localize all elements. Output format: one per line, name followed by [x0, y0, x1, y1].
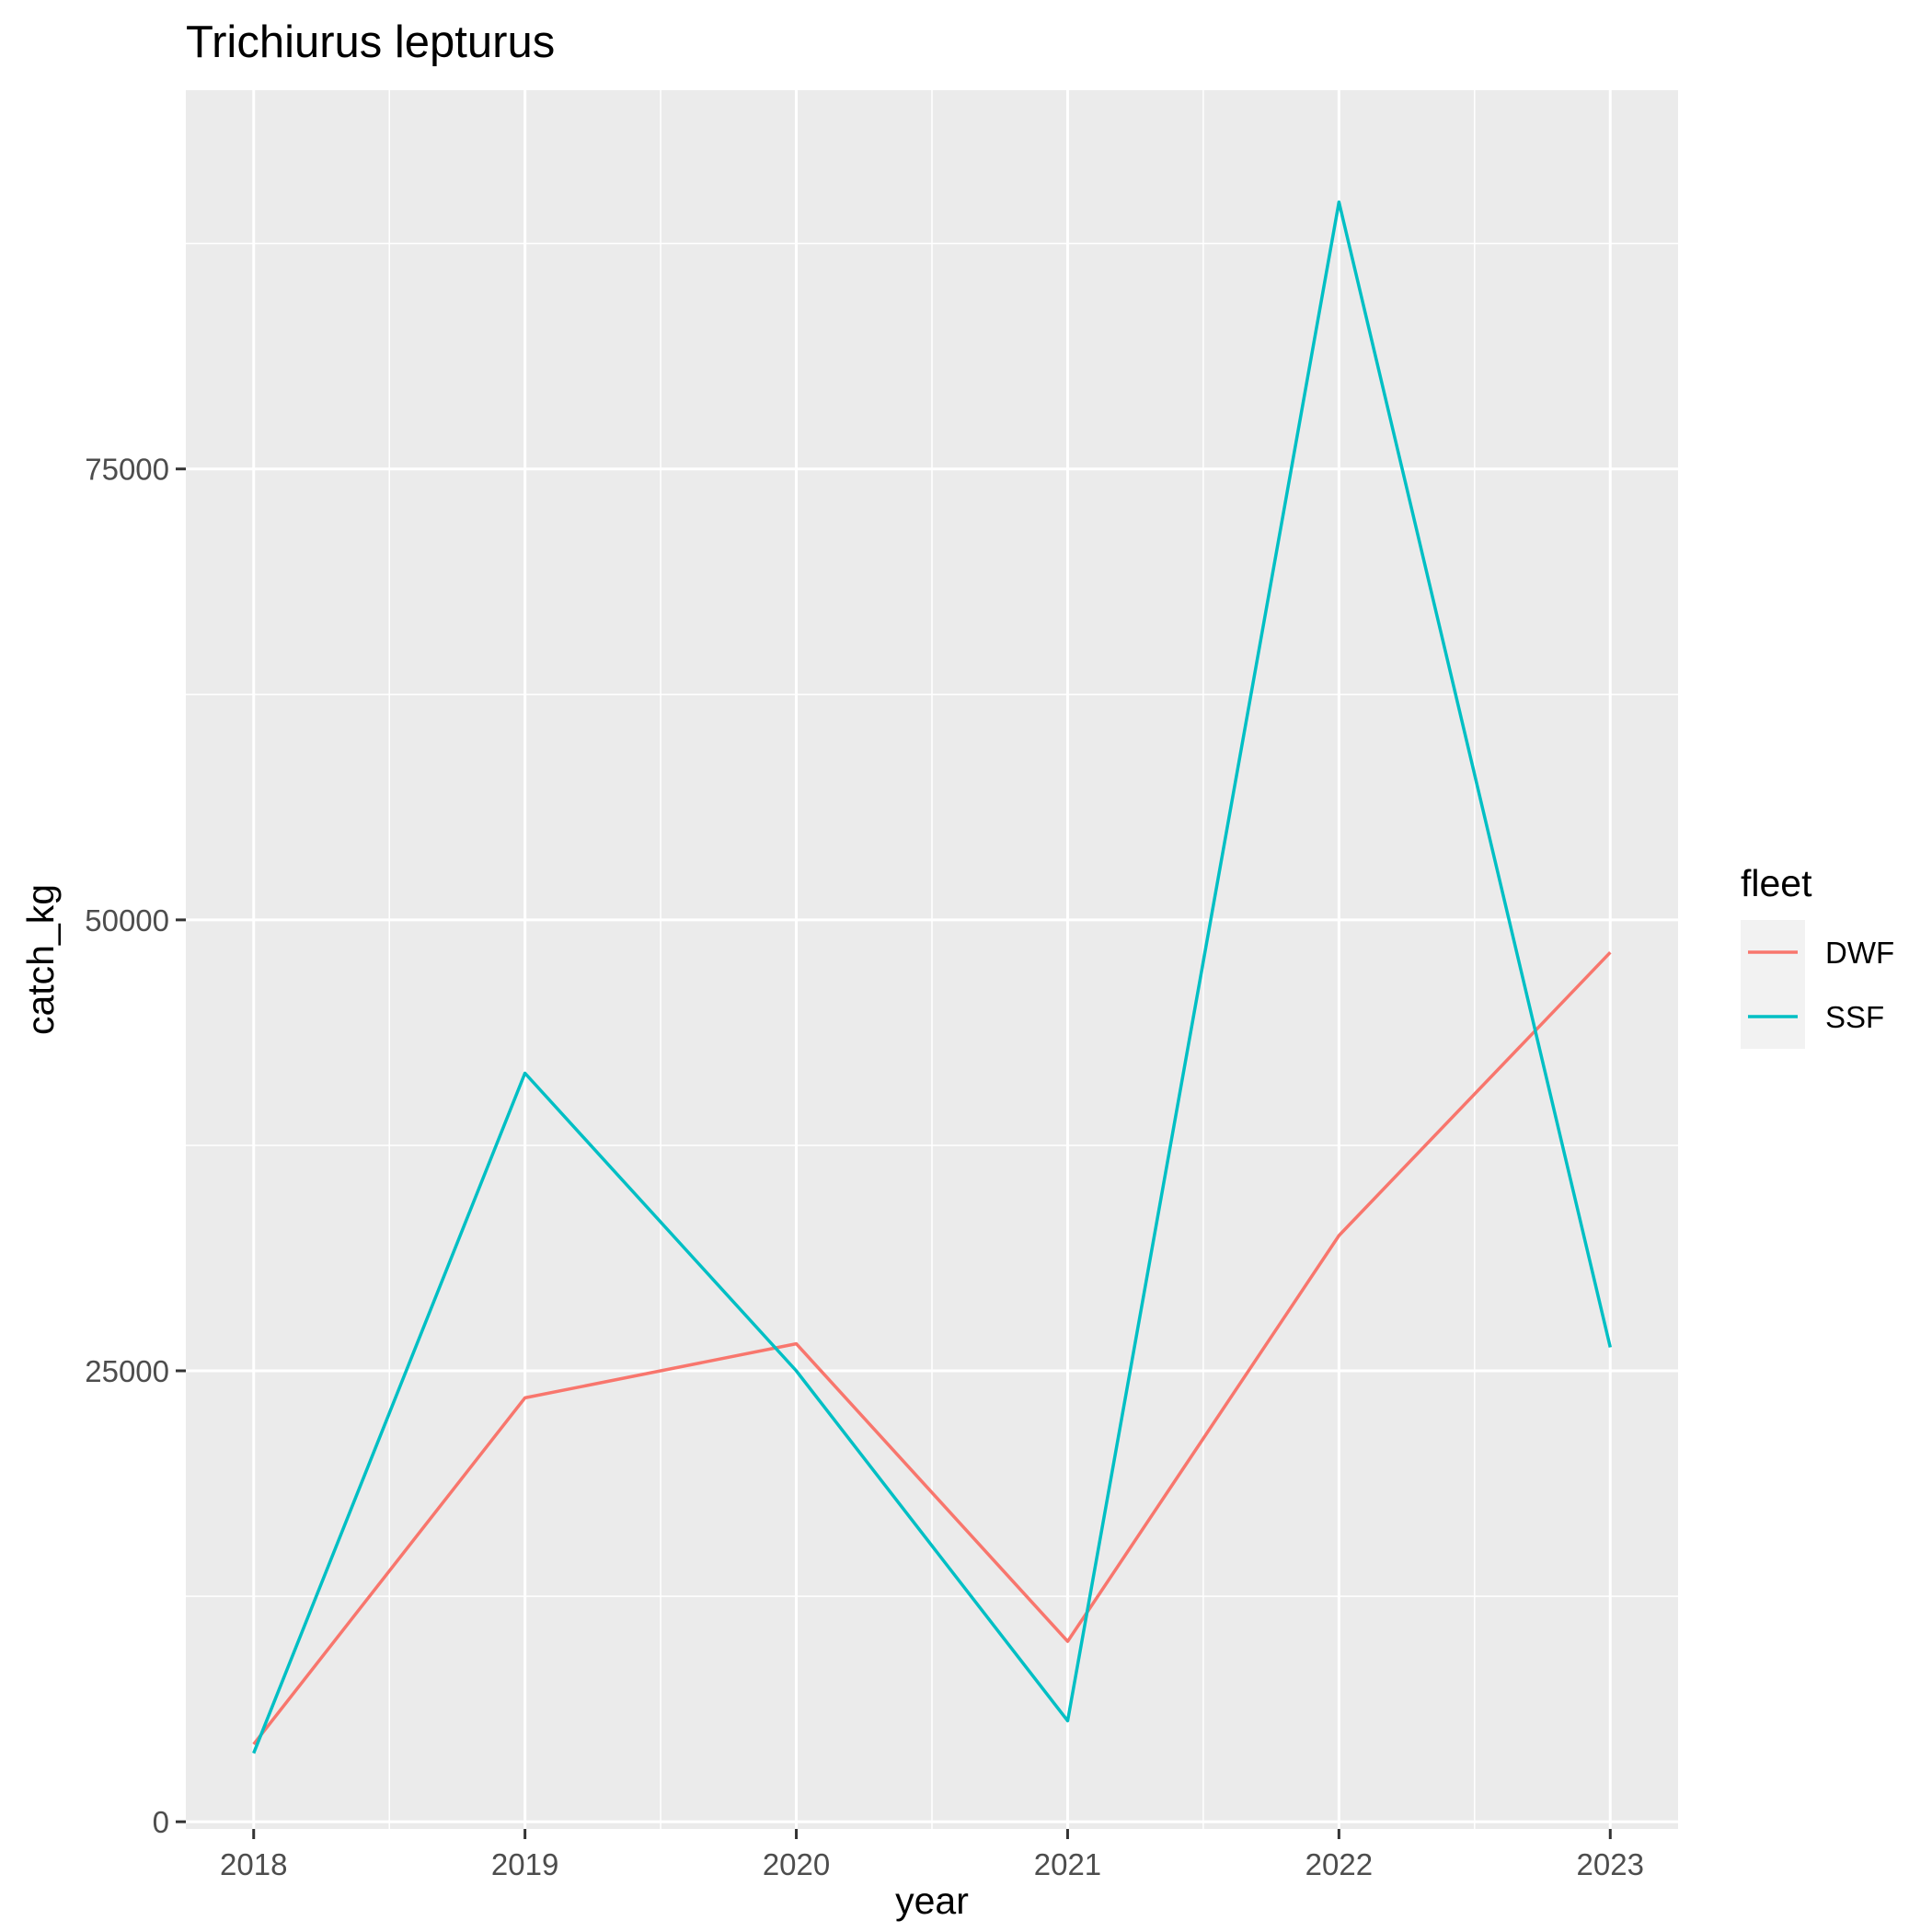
y-tick-label: 75000: [85, 453, 169, 487]
x-tick-label: 2023: [1577, 1847, 1644, 1881]
legend-label-ssf: SSF: [1825, 1000, 1884, 1034]
x-axis-title: year: [895, 1880, 969, 1922]
legend-title: fleet: [1741, 862, 1812, 904]
x-tick-label: 2018: [220, 1847, 287, 1881]
x-axis: 2018 2019 2020 2021 2022 2023: [220, 1829, 1644, 1881]
legend: fleet DWF SSF: [1741, 862, 1894, 1049]
x-tick-label: 2022: [1305, 1847, 1373, 1881]
legend-label-dwf: DWF: [1825, 936, 1894, 970]
series-layer: [252, 200, 1613, 1754]
y-axis-title: catch_kg: [19, 884, 62, 1035]
grid-major: [186, 90, 1678, 1829]
series-line-ssf: [252, 200, 1613, 1754]
y-axis: 0 25000 50000 75000: [85, 453, 186, 1839]
grid-minor: [186, 90, 1678, 1829]
y-tick-label: 25000: [85, 1354, 169, 1388]
x-tick-label: 2020: [763, 1847, 830, 1881]
x-tick-label: 2021: [1034, 1847, 1101, 1881]
series-line-dwf: [252, 950, 1612, 1745]
x-tick-label: 2019: [491, 1847, 558, 1881]
y-tick-label: 50000: [85, 903, 169, 937]
chart-title: Trichiurus lepturus: [186, 17, 555, 67]
y-tick-label: 0: [153, 1805, 169, 1839]
